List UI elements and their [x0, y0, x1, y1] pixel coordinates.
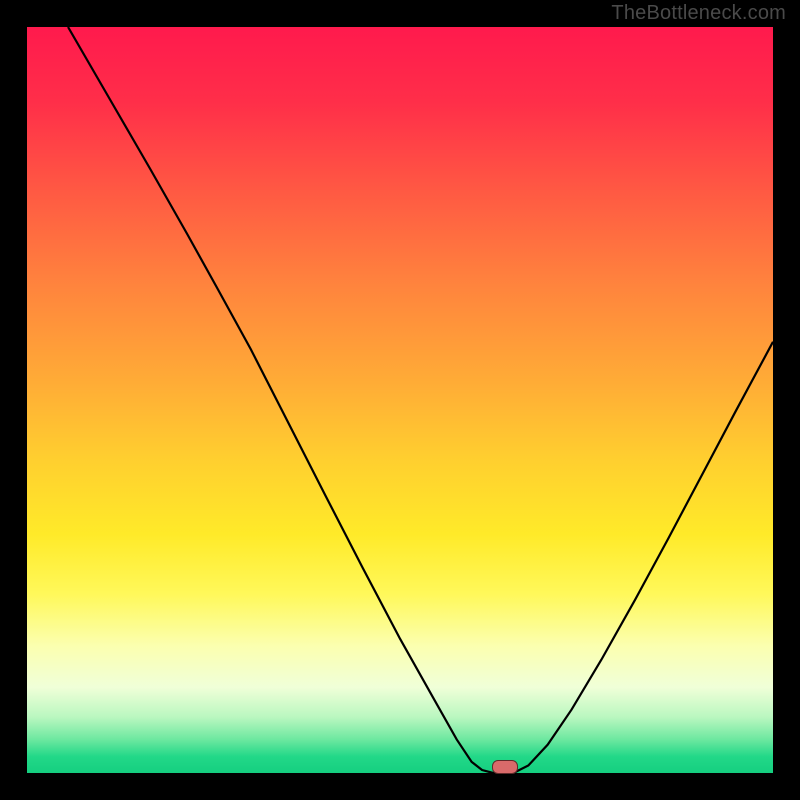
chart-container: TheBottleneck.com: [0, 0, 800, 800]
optimal-marker: [492, 760, 518, 774]
curve-path: [68, 27, 773, 773]
watermark-text: TheBottleneck.com: [611, 2, 786, 25]
plot-area: [27, 27, 773, 773]
bottleneck-curve: [27, 27, 773, 773]
